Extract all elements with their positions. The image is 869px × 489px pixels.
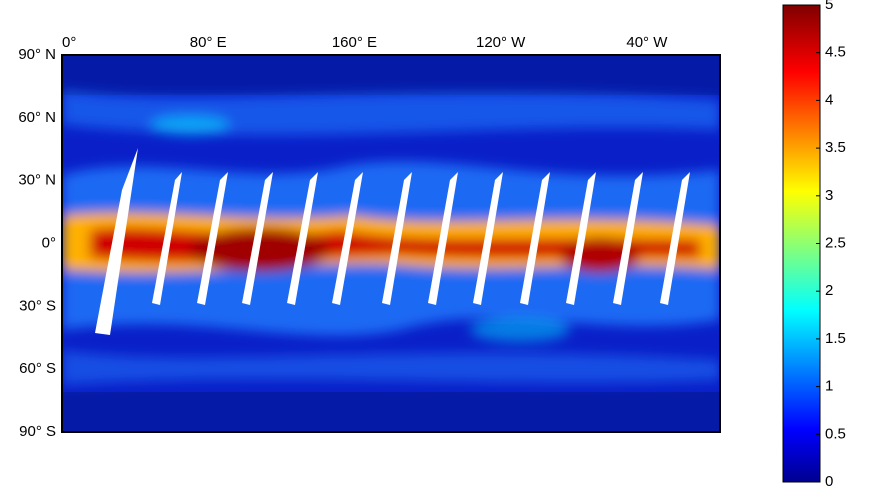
y-axis-label: 30° S <box>19 297 56 314</box>
y-axis-label: 60° S <box>19 360 56 377</box>
map-field <box>62 55 720 432</box>
colorbar-tick-label: 3.5 <box>825 139 846 156</box>
x-axis-label: 160° E <box>332 34 377 51</box>
x-axis-label: 0° <box>62 34 76 51</box>
colorbar-tick-label: 4 <box>825 91 833 108</box>
colorbar-tick-label: 0.5 <box>825 425 846 442</box>
colorbar-tick-label: 2 <box>825 282 833 299</box>
x-axis-label: 120° W <box>476 34 526 51</box>
colorbar-tick-label: 5 <box>825 0 833 13</box>
map-frame <box>61 54 721 433</box>
x-axis-label: 40° W <box>626 34 668 51</box>
colorbar-tick-label: 2.5 <box>825 234 846 251</box>
colorbar-tick-label: 4.5 <box>825 44 846 61</box>
y-axis-label: 90° N <box>18 46 56 63</box>
y-axis-label: 60° N <box>18 109 56 126</box>
x-axis-label: 80° E <box>190 34 227 51</box>
y-axis-label: 0° <box>42 234 56 251</box>
colorbar-tick-label: 1 <box>825 378 833 395</box>
y-axis-label: 90° S <box>19 423 56 440</box>
colorbar-tick-label: 1.5 <box>825 330 846 347</box>
colorbar-tick-label: 0 <box>825 473 833 489</box>
colorbar-tick-label: 3 <box>825 187 833 204</box>
y-axis-label: 30° N <box>18 172 56 189</box>
colorbar <box>782 4 821 483</box>
